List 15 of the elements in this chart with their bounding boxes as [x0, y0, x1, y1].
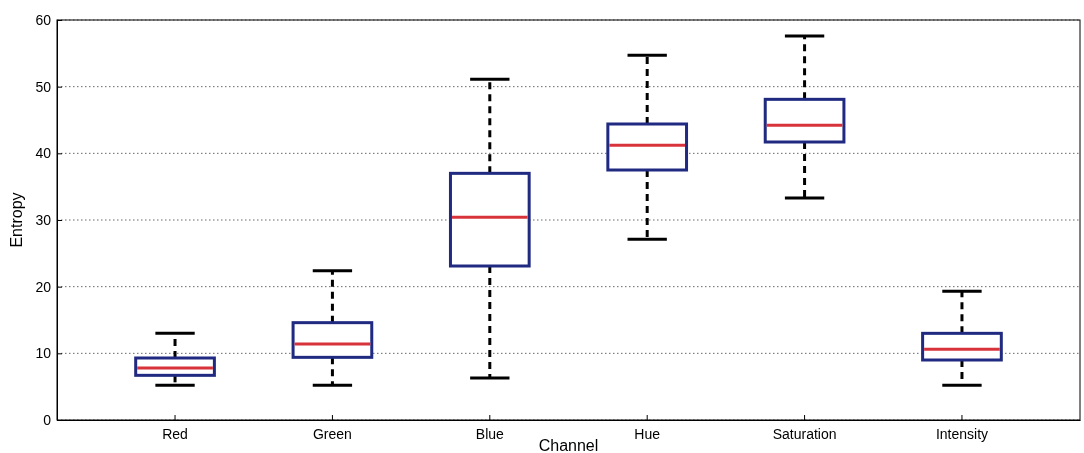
y-axis-title: Entropy	[8, 192, 25, 248]
x-tick-label: Hue	[634, 425, 661, 442]
x-tick-label: Saturation	[772, 425, 837, 442]
x-tick-label: Blue	[475, 425, 505, 442]
x-axis-title: Channel	[538, 437, 599, 453]
y-tick-label: 40	[35, 145, 52, 162]
x-tick-label: Red	[162, 425, 188, 442]
y-tick-label: 60	[35, 11, 52, 28]
y-tick-label: 0	[43, 411, 52, 428]
y-tick-label: 20	[35, 278, 52, 295]
y-tick-label: 10	[35, 345, 52, 362]
x-tick-label: Green	[312, 425, 352, 442]
y-tick-label: 30	[35, 211, 52, 228]
y-tick-label: 50	[35, 78, 52, 95]
x-tick-label: Intensity	[935, 425, 989, 442]
